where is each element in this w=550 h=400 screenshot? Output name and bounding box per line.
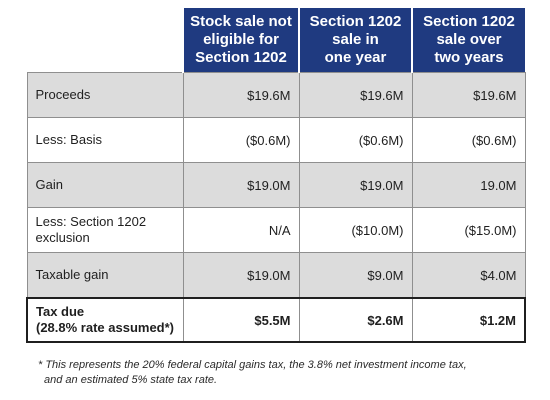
cell-value: $4.0M	[411, 252, 526, 299]
cell-value: 19.0M	[411, 162, 526, 208]
header-line: sale in	[332, 31, 379, 48]
header-line: one year	[324, 49, 387, 66]
table-row-tax-due: Tax due (28.8% rate assumed*) $5.5M $2.6…	[26, 297, 526, 343]
cell-value: $5.5M	[182, 297, 300, 343]
footnote-line: and an estimated 5% state tax rate.	[44, 374, 218, 386]
header-line: two years	[434, 49, 504, 66]
cell-value: $19.0M	[182, 162, 300, 208]
table-row-taxable-gain: Taxable gain $19.0M $9.0M $4.0M	[26, 252, 526, 299]
row-label-line: (28.8% rate assumed*)	[36, 320, 175, 335]
row-label-line: Less: Section 1202	[35, 214, 147, 229]
table-row-basis: Less: Basis ($0.6M) ($0.6M) ($0.6M)	[26, 117, 526, 163]
header-line: Section 1202	[423, 13, 515, 30]
cell-value: $19.0M	[298, 162, 413, 208]
table-row-exclusion: Less: Section 1202 exclusion N/A ($10.0M…	[26, 207, 526, 253]
cell-value: $19.0M	[182, 252, 300, 299]
footnote: * This represents the 20% federal capita…	[38, 358, 528, 388]
tax-comparison-table-container: Stock sale not eligible for Section 1202…	[26, 8, 526, 343]
table-row-gain: Gain $19.0M $19.0M 19.0M	[26, 162, 526, 208]
header-line: Section 1202	[195, 49, 287, 66]
header-line: sale over	[436, 31, 502, 48]
row-label: Tax due (28.8% rate assumed*)	[26, 297, 184, 343]
row-label: Taxable gain	[26, 252, 184, 299]
header-row: Stock sale not eligible for Section 1202…	[27, 8, 525, 73]
cell-value: $19.6M	[298, 72, 413, 118]
footnote-line: * This represents the 20% federal capita…	[38, 359, 467, 371]
cell-value: ($15.0M)	[411, 207, 526, 253]
cell-value: $2.6M	[298, 297, 413, 343]
row-label-line: Tax due	[36, 304, 85, 319]
cell-value: $19.6M	[182, 72, 300, 118]
cell-value: $19.6M	[411, 72, 526, 118]
cell-value: ($10.0M)	[298, 207, 413, 253]
header-stock-sale-not-eligible: Stock sale not eligible for Section 1202	[182, 8, 299, 73]
row-label: Proceeds	[26, 72, 184, 118]
cell-value: N/A	[182, 207, 300, 253]
row-label: Less: Basis	[26, 117, 184, 163]
header-section-1202-one-year: Section 1202 sale in one year	[298, 8, 412, 73]
header-line: Section 1202	[309, 13, 402, 30]
cell-value: $1.2M	[411, 297, 526, 343]
table-row-proceeds: Proceeds $19.6M $19.6M $19.6M	[26, 72, 526, 118]
header-line: Stock sale not	[190, 13, 292, 30]
header-corner	[27, 8, 183, 73]
row-label: Less: Section 1202 exclusion	[26, 207, 184, 253]
cell-value: ($0.6M)	[182, 117, 300, 163]
cell-value: ($0.6M)	[298, 117, 413, 163]
header-line: eligible for	[203, 31, 279, 48]
tax-comparison-table: Stock sale not eligible for Section 1202…	[26, 8, 526, 343]
cell-value: $9.0M	[298, 252, 413, 299]
cell-value: ($0.6M)	[411, 117, 526, 163]
row-label-line: exclusion	[35, 230, 90, 245]
header-section-1202-two-years: Section 1202 sale over two years	[411, 8, 525, 73]
row-label: Gain	[26, 162, 184, 208]
